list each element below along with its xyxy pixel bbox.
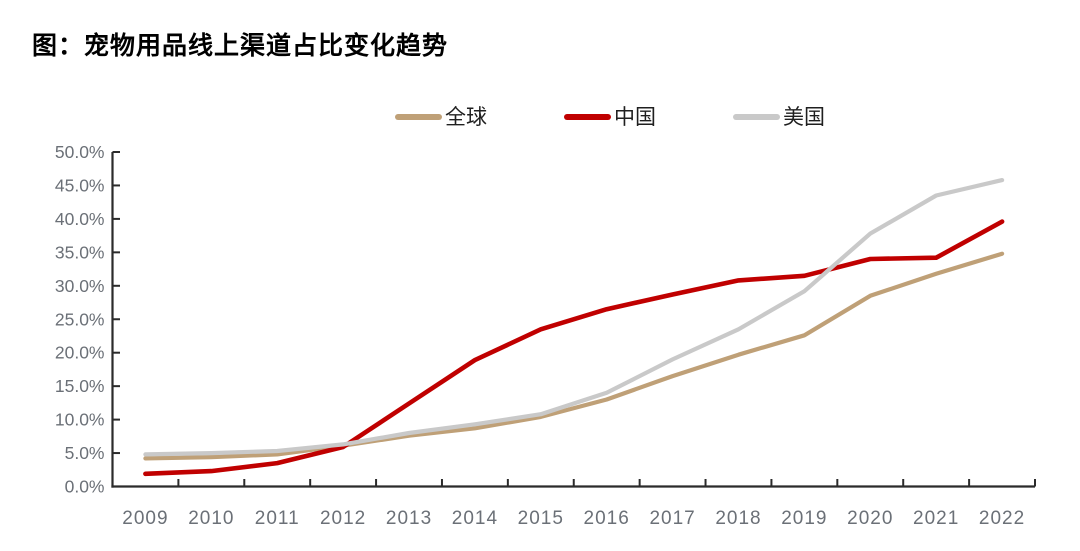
- x-tick-label: 2015: [518, 508, 564, 529]
- y-tick-label: 45.0%: [55, 175, 105, 195]
- legend-swatch-global: [395, 114, 442, 120]
- legend-item-global: 全球: [395, 104, 487, 129]
- legend-item-us: 美国: [733, 104, 825, 129]
- legend: 全球 中国 美国: [395, 103, 825, 131]
- y-tick-label: 35.0%: [55, 242, 105, 262]
- x-tick-label: 2014: [452, 508, 498, 529]
- y-tick-label: 25.0%: [55, 309, 105, 329]
- line-us: [143, 178, 1005, 457]
- line-china: [143, 219, 1005, 477]
- x-tick-label: 2020: [847, 508, 893, 529]
- x-tick-label: 2019: [781, 508, 827, 529]
- line-global: [143, 251, 1005, 461]
- legend-label-china: 中国: [614, 104, 656, 129]
- x-tick-label: 2012: [320, 508, 366, 529]
- legend-label-global: 全球: [445, 104, 487, 129]
- x-tick-label: 2013: [386, 508, 432, 529]
- x-tick-label: 2010: [188, 508, 234, 529]
- legend-item-china: 中国: [564, 104, 656, 129]
- x-tick-label: 2011: [255, 508, 300, 529]
- x-tick-label: 2021: [913, 508, 959, 529]
- y-tick-label: 5.0%: [65, 443, 105, 463]
- legend-label-us: 美国: [783, 104, 825, 129]
- chart-title: 图：宠物用品线上渠道占比变化趋势: [32, 31, 449, 60]
- y-tick-label: 50.0%: [55, 142, 105, 162]
- legend-swatch-china: [564, 114, 611, 120]
- x-tick-label: 2009: [122, 508, 168, 529]
- y-tick-label: 15.0%: [55, 376, 105, 396]
- y-tick-label: 20.0%: [55, 343, 105, 363]
- legend-swatch-us: [733, 114, 780, 120]
- y-tick-label: 40.0%: [55, 209, 105, 229]
- y-tick-label: 0.0%: [65, 477, 105, 497]
- x-tick-label: 2016: [584, 508, 630, 529]
- y-tick-label: 10.0%: [55, 410, 105, 430]
- x-tick-label: 2022: [979, 508, 1025, 529]
- y-tick-label: 30.0%: [55, 276, 105, 296]
- x-tick-label: 2017: [649, 508, 695, 529]
- x-tick-label: 2018: [715, 508, 761, 529]
